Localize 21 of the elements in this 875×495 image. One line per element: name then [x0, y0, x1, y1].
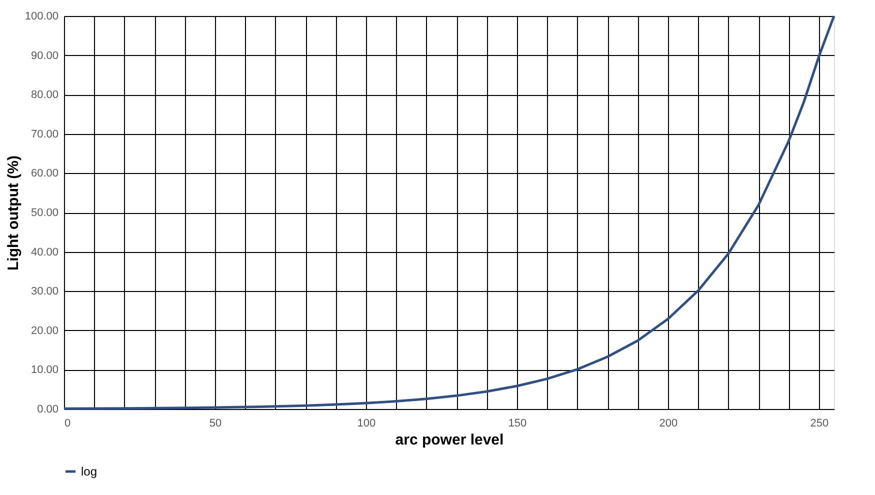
y-tick-label: 50.00	[30, 207, 58, 219]
y-tick-label: 40.00	[30, 246, 58, 258]
y-tick-label: 30.00	[30, 286, 58, 298]
y-tick-label: 70.00	[30, 128, 58, 140]
x-tick-label: 250	[810, 418, 829, 430]
y-tick-label: 10.00	[30, 364, 58, 376]
legend-label: log	[81, 464, 98, 478]
y-tick-label: 100.00	[24, 10, 58, 22]
y-tick-label: 90.00	[30, 50, 58, 62]
x-tick-label: 0	[64, 418, 71, 430]
y-axis-title: Light output (%)	[4, 156, 22, 270]
y-tick-label: 20.00	[30, 324, 58, 337]
y-tick-label: 0.00	[37, 404, 58, 416]
x-tick-label: 100	[357, 418, 376, 430]
x-tick-label: 200	[659, 418, 678, 430]
y-tick-label: 80.00	[30, 89, 58, 102]
line-series	[62, 14, 836, 410]
y-tick-label: 60.00	[30, 168, 58, 180]
x-tick-label: 50	[209, 418, 222, 430]
x-axis-title: arc power level	[395, 432, 504, 448]
x-tick-label: 150	[508, 418, 527, 430]
